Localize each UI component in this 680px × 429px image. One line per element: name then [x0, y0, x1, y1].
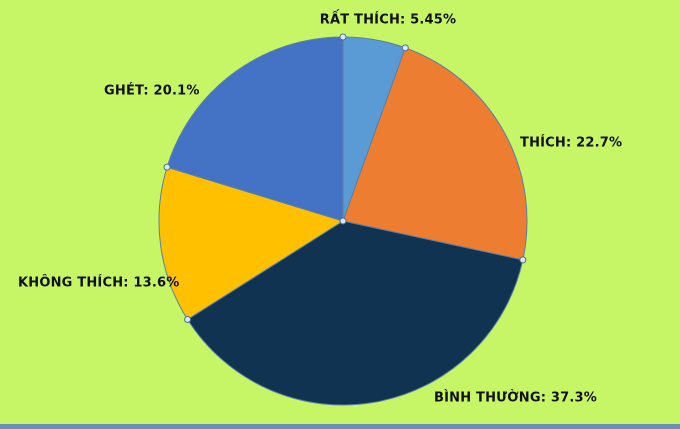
data-label: BÌNH THƯỜNG: 37.3%: [434, 390, 597, 406]
pie-slice: [186, 220, 524, 406]
selection-handle: [339, 33, 347, 41]
selection-handle: [519, 256, 527, 264]
data-label: KHÔNG THÍCH: 13.6%: [18, 275, 180, 291]
selection-handle: [339, 217, 347, 225]
data-label: RẤT THÍCH: 5.45%: [320, 10, 457, 28]
selection-handle: [184, 315, 192, 323]
data-label: THÍCH: 22.7%: [520, 135, 622, 151]
selection-handle: [401, 44, 409, 52]
pie-slice: [342, 47, 528, 261]
pie-slice: [158, 166, 345, 321]
data-label: GHÉT: 20.1%: [104, 83, 200, 99]
pie-slice: [166, 36, 344, 222]
bottom-border: [0, 424, 680, 429]
selection-handle: [163, 163, 171, 171]
